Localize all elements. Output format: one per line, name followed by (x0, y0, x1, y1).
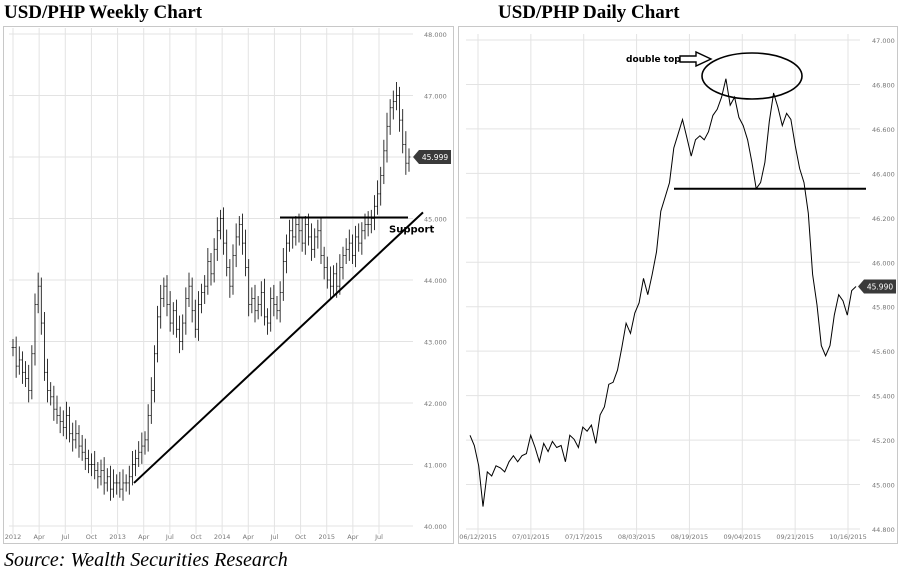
x-tick-label: 2013 (109, 533, 126, 541)
support-label: Support (389, 225, 434, 236)
x-tick-label: 2012 (5, 533, 22, 541)
x-tick-label: Jul (374, 533, 383, 541)
x-tick-label: Jul (60, 533, 69, 541)
x-tick-label: Jul (270, 533, 279, 541)
last-price-tag (413, 150, 451, 164)
daily-chart: 47.000 46.800 46.600 46.400 46.200 46.000 45.8… (458, 26, 898, 544)
price-line (469, 78, 857, 507)
source-caption: Source: Wealth Securities Research (4, 549, 288, 571)
y-tick-label: 47.000 (872, 37, 895, 45)
y-tick-label: 46.600 (872, 126, 895, 134)
y-tick-label: 45.400 (872, 393, 895, 401)
double-top-ellipse (701, 52, 803, 100)
y-tick-label: 44.800 (872, 526, 895, 534)
y-tick-label: 47.000 (424, 93, 447, 101)
x-tick-label: 09/21/2015 (776, 533, 813, 541)
y-tick-label: 46.000 (872, 259, 895, 267)
daily-chart-title: USD/PHP Daily Chart (498, 2, 680, 23)
weekly-chart-panel: 48.00047.00046.00045.00044.00043.00042.0… (3, 26, 454, 544)
x-tick-label: Oct (190, 533, 202, 541)
last-price-label: 45.990 (867, 283, 893, 292)
x-tick-label: 2014 (214, 533, 231, 541)
x-tick-label: 07/17/2015 (565, 533, 602, 541)
weekly-chart: 48.00047.00046.00045.00044.00043.00042.0… (3, 26, 454, 544)
chart-frame (3, 26, 454, 544)
last-price-label: 45.999 (422, 153, 448, 162)
y-tick-label: 46.800 (872, 81, 895, 89)
x-tick-label: 09/04/2015 (724, 533, 761, 541)
y-tick-label: 43.000 (424, 339, 447, 347)
x-tick-label: 08/19/2015 (671, 533, 708, 541)
y-tick-label: 48.000 (424, 31, 447, 39)
trendline (133, 211, 424, 484)
y-tick-label: 45.000 (424, 216, 447, 224)
x-tick-label: 10/16/2015 (829, 533, 866, 541)
y-tick-label: 46.200 (872, 215, 895, 223)
x-tick-label: Jul (165, 533, 174, 541)
y-tick-label: 45.000 (872, 482, 895, 490)
y-tick-label: 46.400 (872, 170, 895, 178)
daily-chart-panel: 47.000 46.800 46.600 46.400 46.200 46.000 45.8… (458, 26, 898, 544)
x-tick-label: Apr (243, 533, 255, 541)
x-tick-label: Apr (347, 533, 359, 541)
y-tick-label: 44.000 (424, 277, 447, 285)
x-tick-label: Oct (86, 533, 98, 541)
x-tick-label: 2015 (318, 533, 335, 541)
last-price-tag (858, 279, 896, 294)
x-tick-label: 06/12/2015 (459, 533, 496, 541)
y-tick-label: 45.600 (872, 348, 895, 356)
double-top-label: double top (626, 55, 681, 65)
x-tick-label: Oct (295, 533, 307, 541)
x-tick-label: Apr (34, 533, 46, 541)
x-tick-label: 07/01/2015 (512, 533, 549, 541)
weekly-chart-title: USD/PHP Weekly Chart (4, 2, 203, 23)
x-tick-label: Apr (138, 533, 150, 541)
y-tick-label: 42.000 (424, 400, 447, 408)
y-tick-label: 40.000 (424, 523, 447, 531)
double-top-arrow (679, 50, 713, 68)
y-tick-label: 45.800 (872, 304, 895, 312)
x-tick-label: 08/03/2015 (618, 533, 655, 541)
y-tick-label: 41.000 (424, 462, 447, 470)
y-tick-label: 45.200 (872, 437, 895, 445)
chart-frame (458, 26, 898, 544)
